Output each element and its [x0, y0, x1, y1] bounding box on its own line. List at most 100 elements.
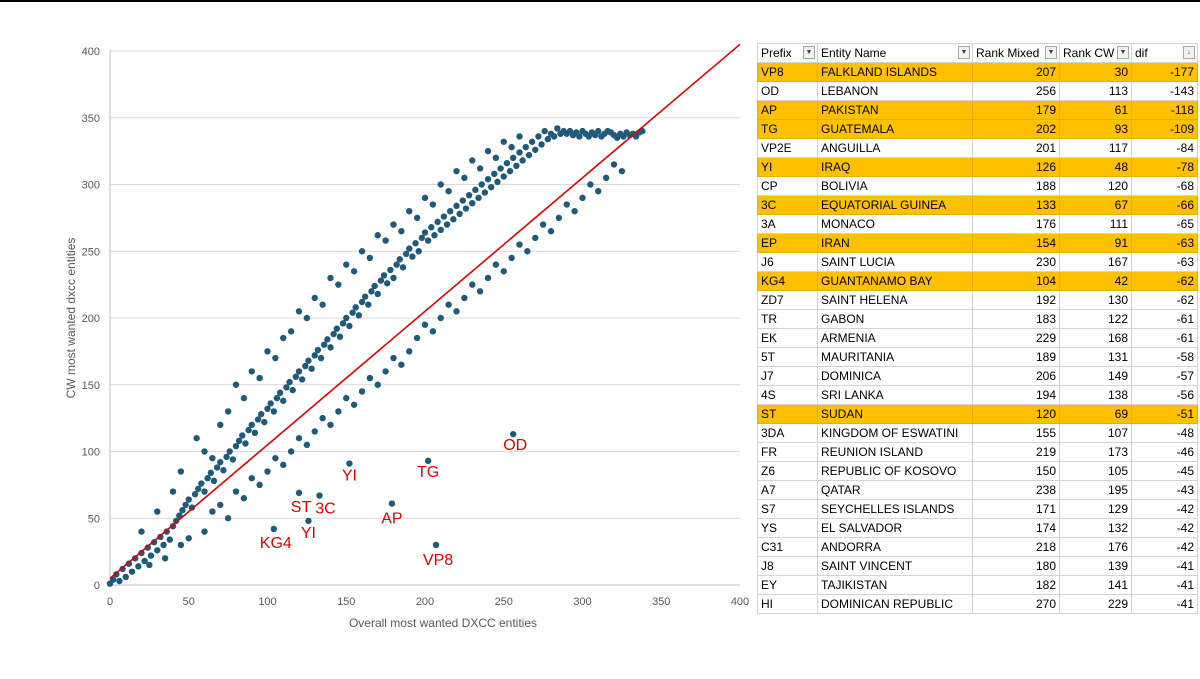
entity-name-cell[interactable]: EL SALVADOR [817, 518, 973, 538]
prefix-cell[interactable]: ST [757, 404, 818, 424]
dif-cell[interactable]: -58 [1131, 347, 1198, 367]
prefix-cell[interactable]: CP [757, 176, 818, 196]
dif-cell[interactable]: -63 [1131, 233, 1198, 253]
rank-cw-cell[interactable]: 67 [1059, 195, 1132, 215]
dif-cell[interactable]: -66 [1131, 195, 1198, 215]
prefix-cell[interactable]: 4S [757, 385, 818, 405]
rank-cw-cell[interactable]: 176 [1059, 537, 1132, 557]
prefix-cell[interactable]: VP2E [757, 138, 818, 158]
table-row[interactable]: FR REUNION ISLAND 219 173 -46 [757, 442, 1198, 462]
filter-dropdown-icon[interactable]: ▼ [1117, 46, 1129, 59]
rank-mixed-cell[interactable]: 206 [972, 366, 1060, 386]
dif-cell[interactable]: -41 [1131, 575, 1198, 595]
dif-cell[interactable]: -48 [1131, 423, 1198, 443]
table-row[interactable]: C31 ANDORRA 218 176 -42 [757, 537, 1198, 557]
rank-mixed-cell[interactable]: 182 [972, 575, 1060, 595]
dif-cell[interactable]: -42 [1131, 537, 1198, 557]
entity-name-cell[interactable]: SAINT LUCIA [817, 252, 973, 272]
dif-cell[interactable]: -41 [1131, 594, 1198, 614]
rank-cw-cell[interactable]: 30 [1059, 62, 1132, 82]
table-row[interactable]: EY TAJIKISTAN 182 141 -41 [757, 575, 1198, 595]
entity-name-cell[interactable]: DOMINICAN REPUBLIC [817, 594, 973, 614]
rank-mixed-cell[interactable]: 171 [972, 499, 1060, 519]
dif-cell[interactable]: -41 [1131, 556, 1198, 576]
prefix-cell[interactable]: J6 [757, 252, 818, 272]
rank-mixed-cell[interactable]: 180 [972, 556, 1060, 576]
prefix-cell[interactable]: VP8 [757, 62, 818, 82]
prefix-cell[interactable]: EY [757, 575, 818, 595]
rank-mixed-cell[interactable]: 202 [972, 119, 1060, 139]
rank-cw-cell[interactable]: 167 [1059, 252, 1132, 272]
prefix-cell[interactable]: 3DA [757, 423, 818, 443]
rank-mixed-cell[interactable]: 189 [972, 347, 1060, 367]
prefix-cell[interactable]: KG4 [757, 271, 818, 291]
entity-name-cell[interactable]: GABON [817, 309, 973, 329]
rank-cw-cell[interactable]: 105 [1059, 461, 1132, 481]
rank-cw-cell[interactable]: 229 [1059, 594, 1132, 614]
entity-name-cell[interactable]: SUDAN [817, 404, 973, 424]
entity-name-cell[interactable]: ARMENIA [817, 328, 973, 348]
rank-cw-cell[interactable]: 131 [1059, 347, 1132, 367]
filter-dropdown-icon[interactable]: ▼ [1045, 46, 1057, 59]
entity-name-cell[interactable]: GUANTANAMO BAY [817, 271, 973, 291]
entity-name-cell[interactable]: REPUBLIC OF KOSOVO [817, 461, 973, 481]
table-row[interactable]: 3DA KINGDOM OF ESWATINI 155 107 -48 [757, 423, 1198, 443]
table-row[interactable]: 3A MONACO 176 111 -65 [757, 214, 1198, 234]
rank-mixed-cell[interactable]: 183 [972, 309, 1060, 329]
filter-dropdown-icon[interactable]: ↓ [1183, 46, 1195, 59]
table-row[interactable]: 4S SRI LANKA 194 138 -56 [757, 385, 1198, 405]
rank-mixed-cell[interactable]: 192 [972, 290, 1060, 310]
dif-cell[interactable]: -143 [1131, 81, 1198, 101]
rank-cw-cell[interactable]: 130 [1059, 290, 1132, 310]
prefix-cell[interactable]: HI [757, 594, 818, 614]
table-row[interactable]: J7 DOMINICA 206 149 -57 [757, 366, 1198, 386]
rank-cw-cell[interactable]: 107 [1059, 423, 1132, 443]
prefix-cell[interactable]: J7 [757, 366, 818, 386]
rank-cw-cell[interactable]: 139 [1059, 556, 1132, 576]
rank-cw-cell[interactable]: 113 [1059, 81, 1132, 101]
table-row[interactable]: ST SUDAN 120 69 -51 [757, 404, 1198, 424]
table-row[interactable]: 3C EQUATORIAL GUINEA 133 67 -66 [757, 195, 1198, 215]
prefix-cell[interactable]: 3A [757, 214, 818, 234]
entity-name-cell[interactable]: MAURITANIA [817, 347, 973, 367]
dif-cell[interactable]: -63 [1131, 252, 1198, 272]
rank-mixed-cell[interactable]: 120 [972, 404, 1060, 424]
rank-mixed-cell[interactable]: 176 [972, 214, 1060, 234]
dif-cell[interactable]: -78 [1131, 157, 1198, 177]
rank-cw-cell[interactable]: 129 [1059, 499, 1132, 519]
prefix-cell[interactable]: TG [757, 119, 818, 139]
rank-cw-cell[interactable]: 61 [1059, 100, 1132, 120]
dif-cell[interactable]: -65 [1131, 214, 1198, 234]
prefix-cell[interactable]: A7 [757, 480, 818, 500]
table-row[interactable]: EK ARMENIA 229 168 -61 [757, 328, 1198, 348]
rank-mixed-cell[interactable]: 126 [972, 157, 1060, 177]
entity-name-cell[interactable]: BOLIVIA [817, 176, 973, 196]
table-row[interactable]: EP IRAN 154 91 -63 [757, 233, 1198, 253]
rank-mixed-cell[interactable]: 270 [972, 594, 1060, 614]
table-row[interactable]: TG GUATEMALA 202 93 -109 [757, 119, 1198, 139]
filter-dropdown-icon[interactable]: ▼ [958, 46, 970, 59]
rank-cw-cell[interactable]: 117 [1059, 138, 1132, 158]
rank-mixed-cell[interactable]: 155 [972, 423, 1060, 443]
dif-cell[interactable]: -68 [1131, 176, 1198, 196]
prefix-cell[interactable]: C31 [757, 537, 818, 557]
table-row[interactable]: J6 SAINT LUCIA 230 167 -63 [757, 252, 1198, 272]
dif-cell[interactable]: -56 [1131, 385, 1198, 405]
rank-mixed-cell[interactable]: 194 [972, 385, 1060, 405]
entity-name-cell[interactable]: PAKISTAN [817, 100, 973, 120]
rank-mixed-cell[interactable]: 179 [972, 100, 1060, 120]
rank-cw-cell[interactable]: 42 [1059, 271, 1132, 291]
dif-cell[interactable]: -45 [1131, 461, 1198, 481]
rank-cw-cell[interactable]: 69 [1059, 404, 1132, 424]
rank-cw-cell[interactable]: 132 [1059, 518, 1132, 538]
dif-cell[interactable]: -62 [1131, 290, 1198, 310]
entity-name-cell[interactable]: MONACO [817, 214, 973, 234]
rank-mixed-cell[interactable]: 150 [972, 461, 1060, 481]
table-row[interactable]: YI IRAQ 126 48 -78 [757, 157, 1198, 177]
rank-cw-cell[interactable]: 141 [1059, 575, 1132, 595]
table-row[interactable]: VP8 FALKLAND ISLANDS 207 30 -177 [757, 62, 1198, 82]
rank-mixed-cell[interactable]: 256 [972, 81, 1060, 101]
entity-name-cell[interactable]: KINGDOM OF ESWATINI [817, 423, 973, 443]
entity-name-cell[interactable]: SEYCHELLES ISLANDS [817, 499, 973, 519]
entity-name-cell[interactable]: SRI LANKA [817, 385, 973, 405]
